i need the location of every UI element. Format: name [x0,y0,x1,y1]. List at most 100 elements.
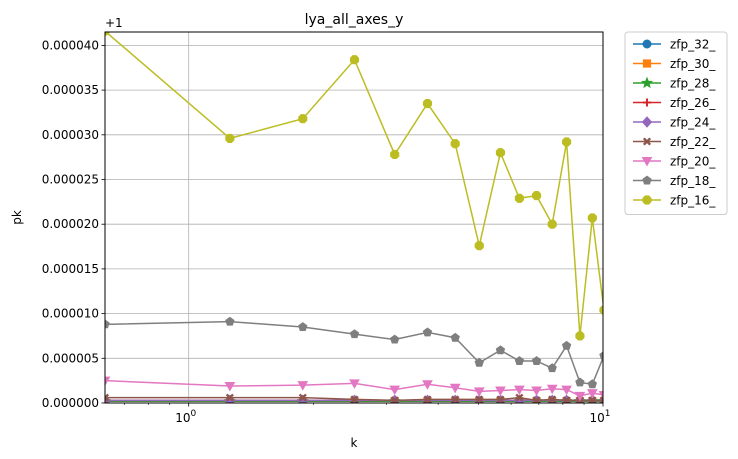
y-tick-label: 0.000020 [42,217,99,231]
data-point [547,219,557,229]
data-point [350,395,359,403]
data-point [105,319,110,329]
data-point [475,395,484,403]
legend-marker [643,98,651,107]
data-point [531,191,542,201]
data-point [495,148,505,158]
x-tick-label: 101 [589,409,610,425]
legend-marker [641,157,653,167]
x-tick-label-exponent: 0 [190,409,196,419]
data-point [349,379,360,389]
y-tick-label: 0.000030 [42,128,99,142]
legend-entry: zfp_18_ [633,174,716,188]
data-point [449,383,461,394]
legend-box [624,31,728,215]
legend-entry: zfp_32_ [633,38,716,52]
data-point [562,396,571,403]
data-point [390,334,400,344]
data-point [105,32,110,36]
legend-label: zfp_16_ [670,194,716,208]
legend-label: zfp_26_ [670,96,716,110]
data-point [574,391,586,402]
legend-entry: zfp_26_ [633,96,716,110]
series-zfp-20 [105,376,603,402]
legend-entry: zfp_28_ [633,77,716,91]
data-point [561,385,572,396]
data-point [598,390,603,399]
data-point [473,387,485,397]
data-point [495,345,506,355]
plot-frame [104,31,604,404]
data-point [586,389,598,399]
series-line [105,396,603,402]
data-point [531,356,542,365]
legend-marker [642,195,652,205]
data-point [423,395,432,403]
data-point [588,396,597,403]
legend-marker [642,175,652,185]
data-point [496,395,505,403]
data-point [389,385,401,396]
data-point [422,380,433,390]
data-point [225,316,235,326]
legend-entry: zfp_20_ [633,155,716,169]
axes: 0.000000 0.000005 0.000010 0.000015 0.000020… [42,38,611,425]
x-tick-label: 100 [175,409,196,425]
data-point [562,137,572,147]
legend-entry: zfp_22_ [633,135,716,149]
data-point [297,381,309,391]
chart-title: lya_all_axes_y [305,12,404,28]
y-axis-offset-label: +1 [105,16,123,30]
data-point [225,133,235,143]
legend-marker [642,137,652,146]
legend-label: zfp_28_ [670,77,716,91]
legend-entry: zfp_24_ [633,116,716,130]
data-point [298,393,307,402]
series-zfp-16 [105,32,603,341]
x-axis-label: k [351,436,358,450]
y-tick-label: 0.000005 [42,351,99,365]
data-point [390,396,399,403]
x-tick-label-exponent: 1 [605,409,611,419]
data-point [225,393,234,402]
y-tick-label: 0.000015 [42,262,99,276]
x-tick-label-base: 10 [589,411,604,425]
y-tick-label: 0.000010 [42,307,99,321]
data-point [390,149,400,160]
series-zfp-18 [105,316,603,389]
legend-label: zfp_30_ [670,57,716,71]
data-point [451,395,460,403]
data-point [105,376,111,387]
legend-marker [640,76,654,89]
data-point [599,396,603,403]
series-line [105,379,603,397]
data-point [514,193,524,203]
legend-label: zfp_24_ [670,116,716,130]
y-tick-label: 0.000000 [42,396,99,410]
legend-label: zfp_18_ [670,174,716,188]
data-point [515,393,524,402]
data-point [298,114,308,124]
data-point [561,340,572,350]
y-axis-label: pk [10,210,24,225]
data-point [422,327,433,337]
legend-marker [642,39,652,49]
legend-label: zfp_20_ [670,155,716,169]
x-tick-label-base: 10 [175,411,190,425]
data-point [514,356,525,365]
y-tick-label: 0.000035 [42,83,99,97]
data-point [548,395,557,403]
data-point [450,332,460,342]
data-point [298,322,308,331]
data-point [514,385,525,396]
legend-entry: zfp_30_ [633,57,716,71]
data-point [599,351,603,360]
legend-entry: zfp_16_ [633,194,716,208]
data-point [587,379,598,389]
y-tick-label: 0.000040 [42,38,99,52]
data-point [587,213,597,223]
data-point [599,305,603,315]
legend-marker [642,59,652,68]
data-point [474,357,484,367]
